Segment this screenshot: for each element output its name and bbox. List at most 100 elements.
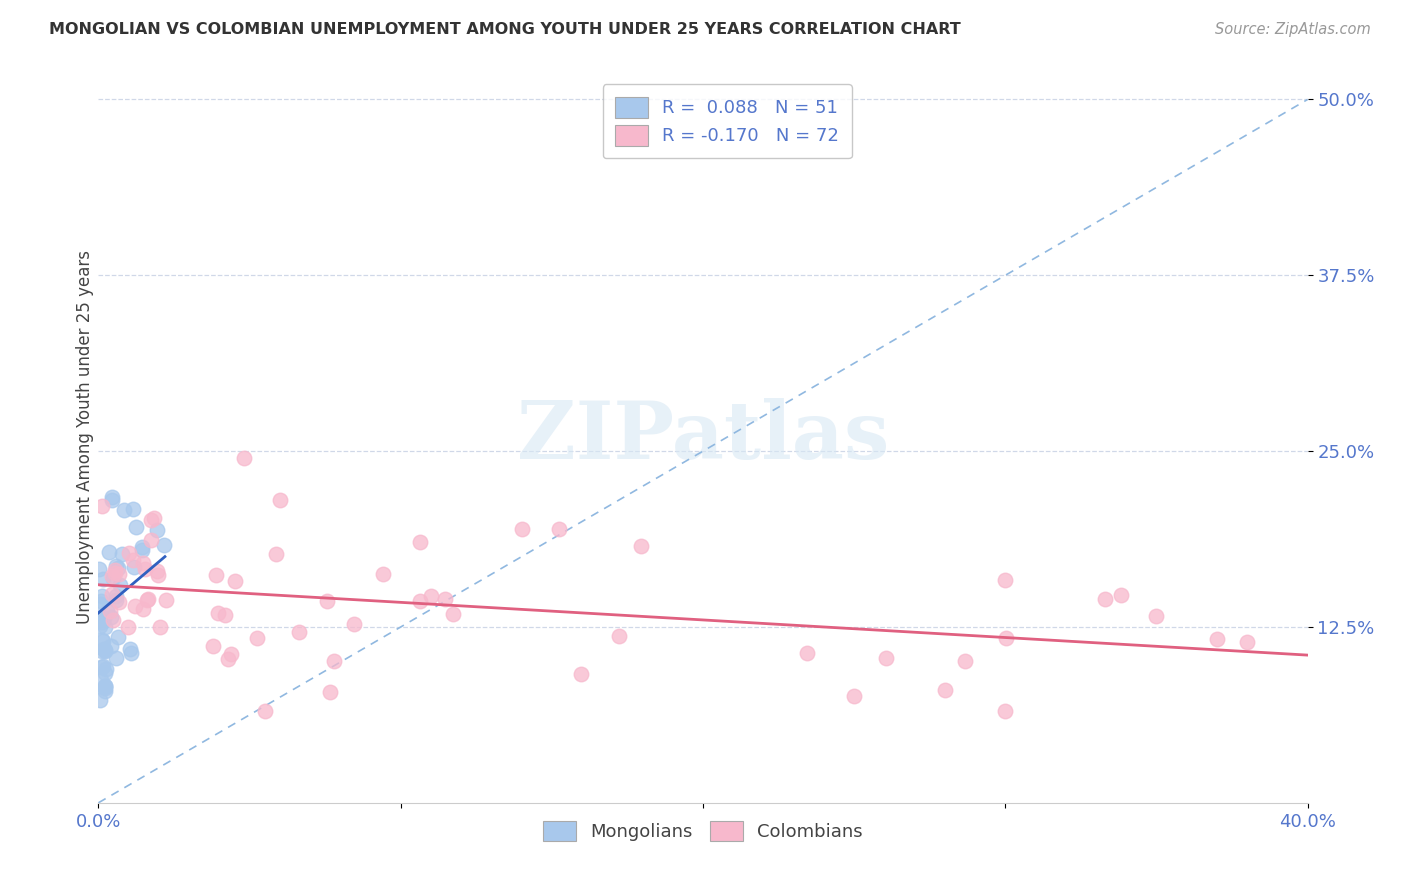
Point	[93, 666, 115, 681]
Point	[93, 683, 115, 698]
Point	[122, 560, 145, 574]
Point	[1206, 632, 1229, 646]
Point	[136, 592, 159, 607]
Point	[155, 592, 177, 607]
Point	[93, 611, 115, 625]
Point	[224, 574, 246, 588]
Point	[90, 615, 112, 629]
Point	[101, 491, 124, 505]
Point	[1094, 592, 1116, 607]
Point	[107, 561, 129, 575]
Point	[205, 568, 228, 582]
Point	[108, 595, 131, 609]
Point	[90, 594, 112, 608]
Point	[875, 650, 897, 665]
Text: Source: ZipAtlas.com: Source: ZipAtlas.com	[1215, 22, 1371, 37]
Point	[343, 616, 366, 631]
Point	[145, 564, 167, 578]
Point	[91, 589, 114, 603]
Point	[120, 646, 142, 660]
Point	[104, 651, 127, 665]
Point	[323, 654, 346, 668]
Point	[101, 586, 124, 600]
Point	[316, 594, 339, 608]
Point	[91, 499, 114, 513]
Point	[287, 624, 309, 639]
Point	[994, 573, 1017, 587]
Point	[232, 451, 254, 466]
Point	[100, 639, 122, 653]
Point	[131, 540, 153, 554]
Point	[93, 641, 115, 656]
Point	[153, 538, 176, 552]
Point	[103, 571, 125, 585]
Point	[91, 572, 114, 586]
Point	[118, 641, 141, 656]
Point	[108, 566, 131, 581]
Point	[953, 654, 976, 668]
Point	[994, 705, 1017, 719]
Point	[100, 610, 122, 624]
Point	[796, 646, 818, 660]
Point	[934, 683, 956, 698]
Point	[91, 659, 114, 673]
Point	[246, 632, 269, 646]
Point	[409, 535, 432, 549]
Point	[111, 547, 134, 561]
Point	[409, 594, 432, 608]
Point	[90, 673, 112, 688]
Point	[217, 652, 239, 666]
Point	[101, 569, 124, 583]
Point	[103, 563, 125, 577]
Point	[139, 513, 162, 527]
Point	[146, 523, 169, 537]
Point	[89, 693, 111, 707]
Text: MONGOLIAN VS COLOMBIAN UNEMPLOYMENT AMONG YOUTH UNDER 25 YEARS CORRELATION CHART: MONGOLIAN VS COLOMBIAN UNEMPLOYMENT AMON…	[49, 22, 960, 37]
Point	[630, 539, 652, 553]
Point	[117, 620, 139, 634]
Point	[1111, 588, 1133, 602]
Point	[149, 620, 172, 634]
Point	[94, 620, 117, 634]
Point	[93, 634, 115, 648]
Point	[91, 633, 114, 648]
Point	[94, 662, 117, 676]
Point	[141, 533, 163, 548]
Point	[93, 643, 115, 657]
Point	[264, 547, 287, 561]
Point	[433, 592, 456, 607]
Point	[122, 552, 145, 566]
Point	[135, 593, 157, 607]
Point	[571, 667, 593, 681]
Point	[319, 684, 342, 698]
Point	[269, 493, 291, 508]
Point	[98, 545, 121, 559]
Point	[125, 520, 148, 534]
Point	[91, 612, 114, 626]
Point	[124, 599, 146, 613]
Point	[214, 608, 236, 623]
Point	[607, 629, 630, 643]
Point	[108, 577, 131, 591]
Point	[89, 618, 111, 632]
Point	[201, 640, 224, 654]
Point	[253, 705, 276, 719]
Point	[104, 558, 127, 573]
Point	[94, 679, 117, 693]
Y-axis label: Unemployment Among Youth under 25 years: Unemployment Among Youth under 25 years	[76, 250, 94, 624]
Point	[94, 679, 117, 693]
Point	[91, 660, 114, 674]
Point	[443, 607, 465, 622]
Point	[373, 566, 395, 581]
Point	[103, 566, 125, 581]
Text: ZIPatlas: ZIPatlas	[517, 398, 889, 476]
Point	[142, 510, 165, 524]
Point	[995, 631, 1018, 645]
Legend: Mongolians, Colombians: Mongolians, Colombians	[536, 814, 870, 848]
Point	[107, 630, 129, 644]
Point	[96, 604, 118, 618]
Point	[132, 556, 155, 570]
Point	[510, 521, 533, 535]
Point	[118, 546, 141, 560]
Point	[104, 592, 127, 607]
